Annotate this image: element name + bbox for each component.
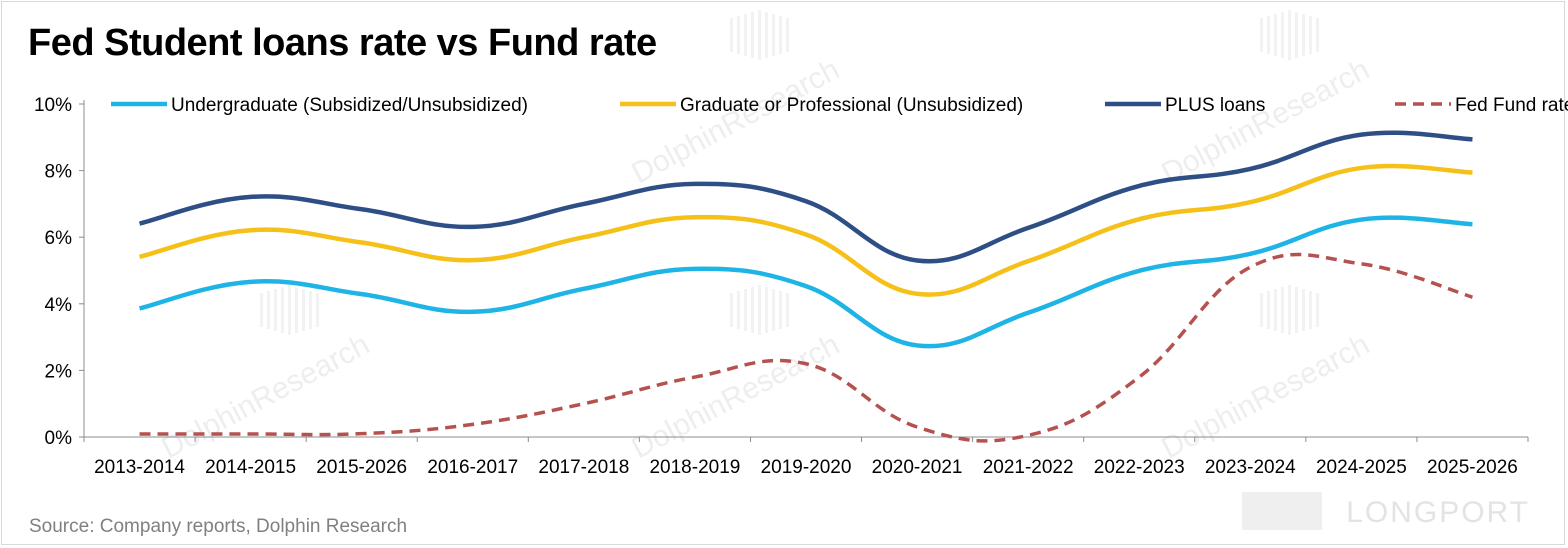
watermark-text: DolphinResearch bbox=[156, 328, 375, 465]
x-tick-label: 2016-2017 bbox=[427, 457, 518, 478]
series-layer bbox=[139, 130, 1473, 443]
axes: 0% 2% 4% 6% 8% 10% 2013-2014 2014-2015 2015-2026… bbox=[34, 95, 1529, 478]
watermark-bar bbox=[730, 293, 733, 327]
watermark-bar bbox=[1274, 14, 1277, 56]
watermark-bar bbox=[744, 14, 747, 56]
watermark-bar bbox=[779, 16, 782, 54]
y-tick-label: 4% bbox=[45, 295, 73, 316]
watermark-bar bbox=[1288, 285, 1291, 335]
watermark-bar bbox=[1288, 10, 1291, 60]
y-tick-label: 2% bbox=[45, 361, 73, 382]
brand-logo: LONGPORT bbox=[1346, 496, 1530, 529]
x-tick-label: 2025-2026 bbox=[1427, 457, 1518, 478]
watermark-bar bbox=[1267, 16, 1270, 54]
legend-label-graduate-or-professional-unsubsidized: Graduate or Professional (Unsubsidized) bbox=[680, 95, 1023, 116]
y-tick-label: 6% bbox=[45, 228, 73, 249]
watermark-bar bbox=[1302, 14, 1305, 56]
watermark-bar bbox=[1295, 12, 1298, 58]
watermark-bar bbox=[737, 291, 740, 329]
legend-label-undergraduate-subsidized-unsubsidized: Undergraduate (Subsidized/Unsubsidized) bbox=[171, 95, 528, 116]
series-line-fed-fund-rate bbox=[139, 252, 1473, 443]
source-note: Source: Company reports, Dolphin Researc… bbox=[29, 516, 408, 537]
watermark-bar bbox=[1316, 293, 1319, 327]
watermark-bar bbox=[1309, 291, 1312, 329]
watermark-layer: DolphinResearch DolphinResearch DolphinRes… bbox=[156, 10, 1375, 530]
x-tick-label: 2014-2015 bbox=[205, 457, 296, 478]
watermark-bar bbox=[288, 285, 291, 335]
watermark-bar bbox=[1316, 18, 1319, 52]
watermark-bar bbox=[1309, 16, 1312, 54]
watermark-bar bbox=[744, 289, 747, 331]
watermark-bar bbox=[267, 291, 270, 329]
x-tick-label: 2022-2023 bbox=[1094, 457, 1185, 478]
x-tick-label: 2017-2018 bbox=[538, 457, 629, 478]
watermark-bar bbox=[274, 289, 277, 331]
watermark-bar bbox=[730, 18, 733, 52]
series-line-plus-loans bbox=[139, 130, 1473, 264]
watermark-bar bbox=[309, 291, 312, 329]
watermark-bar bbox=[1281, 287, 1284, 333]
watermark-bar bbox=[751, 287, 754, 333]
watermark-bar bbox=[260, 293, 263, 327]
watermark-bar bbox=[1295, 287, 1298, 333]
watermark-bar bbox=[1260, 293, 1263, 327]
series-line-undergraduate-subsidized-unsubsidized bbox=[139, 215, 1473, 349]
x-tick-label: 2024-2025 bbox=[1316, 457, 1407, 478]
legend: Undergraduate (Subsidized/Unsubsidized) G… bbox=[111, 95, 1568, 116]
watermark-bar bbox=[772, 14, 775, 56]
watermark-text: DolphinResearch bbox=[1156, 328, 1375, 465]
series-line-graduate-or-professional-unsubsidized bbox=[139, 163, 1473, 297]
watermark-bar bbox=[295, 287, 298, 333]
x-tick-label: 2023-2024 bbox=[1205, 457, 1296, 478]
chart-title: Fed Student loans rate vs Fund rate bbox=[28, 22, 657, 64]
watermark-bar bbox=[1302, 289, 1305, 331]
watermark-bar bbox=[281, 287, 284, 333]
legend-label-plus-loans: PLUS loans bbox=[1165, 95, 1265, 116]
watermark-bar bbox=[772, 289, 775, 331]
y-tick-label: 10% bbox=[34, 95, 72, 116]
watermark-text: DolphinResearch bbox=[626, 328, 845, 465]
watermark-bar bbox=[765, 287, 768, 333]
watermark-bar bbox=[737, 16, 740, 54]
x-tick-label: 2019-2020 bbox=[761, 457, 852, 478]
brand-logo-icon bbox=[1242, 492, 1322, 530]
y-tick-label: 0% bbox=[45, 428, 73, 449]
x-tick-label: 2015-2026 bbox=[316, 457, 407, 478]
watermark-bar bbox=[779, 291, 782, 329]
x-tick-label: 2020-2021 bbox=[872, 457, 963, 478]
watermark-bar bbox=[316, 293, 319, 327]
legend-label-fed-fund-rate: Fed Fund rate bbox=[1455, 95, 1568, 116]
x-tick-label: 2018-2019 bbox=[649, 457, 740, 478]
watermark-bar bbox=[765, 12, 768, 58]
watermark-text: DolphinResearch bbox=[626, 53, 845, 190]
watermark-bar bbox=[302, 289, 305, 331]
watermark-bar bbox=[1267, 291, 1270, 329]
watermark-bar bbox=[1274, 289, 1277, 331]
x-tick-label: 2013-2014 bbox=[94, 457, 185, 478]
watermark-bar bbox=[758, 10, 761, 60]
watermark-bar bbox=[758, 285, 761, 335]
watermark-bar bbox=[1260, 18, 1263, 52]
watermark-bar bbox=[751, 12, 754, 58]
x-tick-label: 2021-2022 bbox=[983, 457, 1074, 478]
watermark-bar bbox=[786, 293, 789, 327]
watermark-bar bbox=[1281, 12, 1284, 58]
watermark-bar bbox=[786, 18, 789, 52]
y-tick-label: 8% bbox=[45, 162, 73, 183]
